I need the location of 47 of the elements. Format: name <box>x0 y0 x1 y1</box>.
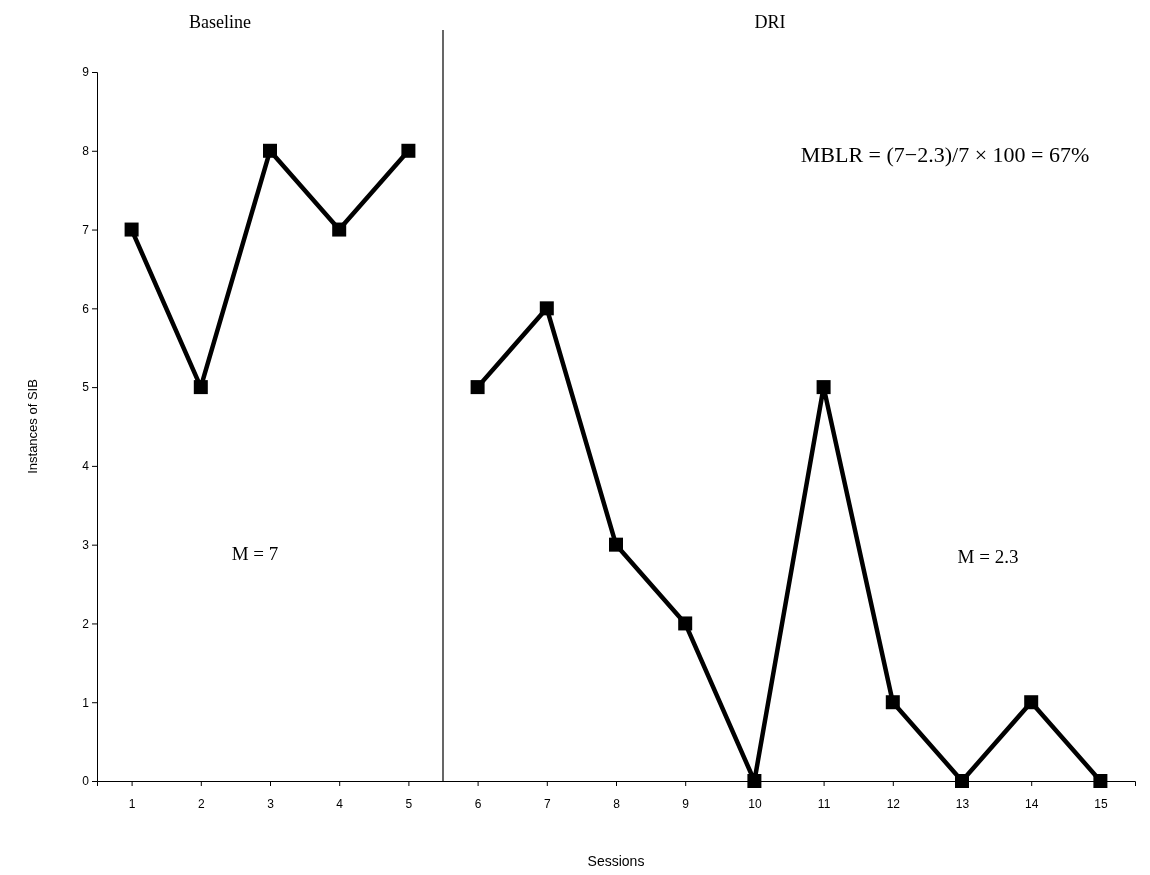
x-tick-label: 7 <box>543 797 551 812</box>
point <box>539 301 554 316</box>
x-tick-label: 14 <box>1025 797 1039 812</box>
x-axis-title: Sessions <box>587 853 645 869</box>
point <box>401 143 416 158</box>
y-tick-label: 8 <box>82 144 90 159</box>
point <box>1024 695 1039 710</box>
point <box>1093 774 1108 788</box>
x-tick-label: 3 <box>267 797 275 812</box>
x-tick-label: 9 <box>682 797 690 812</box>
y-tick-label: 6 <box>82 301 90 316</box>
x-tick-label: 15 <box>1094 797 1108 812</box>
annotation: M = 2.3 <box>957 546 1019 567</box>
point <box>747 774 762 788</box>
x-tick-label: 5 <box>405 797 413 812</box>
point <box>263 143 277 158</box>
text: DRI <box>754 12 786 32</box>
point <box>124 222 139 237</box>
y-tick-label: 7 <box>82 222 90 237</box>
point <box>609 537 623 552</box>
annotation: MBLR = (7−2.3)/7 × 100 = 67% <box>800 142 1090 167</box>
y-tick-label: 5 <box>82 380 90 395</box>
y-tick-label: 3 <box>82 538 90 553</box>
x-tick-label: 11 <box>817 797 831 812</box>
x-tick-label: 12 <box>886 797 901 812</box>
y-tick-label: 2 <box>82 616 90 631</box>
y-axis-title: Instances of SIB <box>25 379 40 474</box>
x-tick-label: 10 <box>748 797 762 812</box>
annotation: M = 7 <box>231 543 279 564</box>
x-tick-label: 4 <box>336 797 344 812</box>
x-tick-label: 8 <box>613 797 621 812</box>
point <box>470 380 485 395</box>
y-tick-label: 1 <box>82 695 90 710</box>
point <box>193 380 208 395</box>
x-tick-label: 13 <box>955 797 970 812</box>
point <box>678 616 693 631</box>
text: Baseline <box>189 12 251 32</box>
point <box>332 222 347 237</box>
y-tick-label: 4 <box>82 459 90 474</box>
x-tick-label: 1 <box>128 797 136 812</box>
point <box>885 695 900 710</box>
x-tick-label: 2 <box>197 797 205 812</box>
point <box>955 774 969 788</box>
point <box>816 380 831 395</box>
y-tick-label: 9 <box>82 65 90 80</box>
y-tick-label: 0 <box>82 774 90 789</box>
x-tick-label: 6 <box>474 797 482 812</box>
